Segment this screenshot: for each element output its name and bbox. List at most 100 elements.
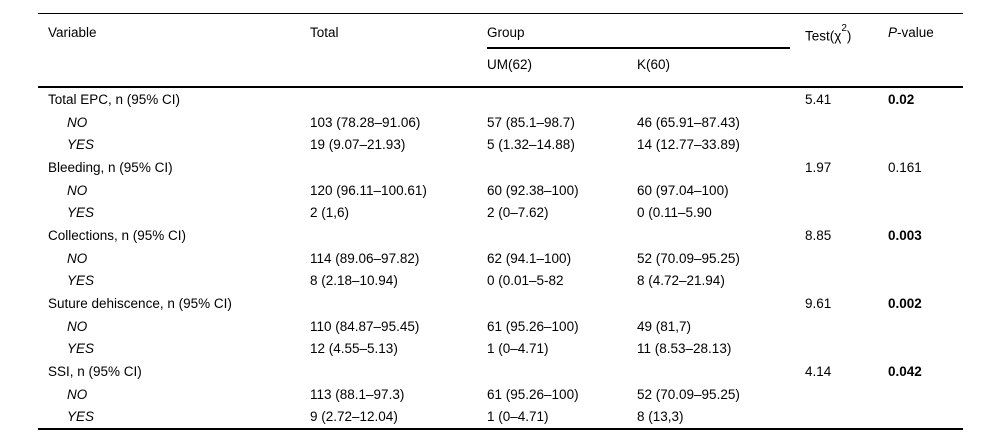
cell-variable: SSI, n (95% CI) (48, 364, 142, 380)
cell-variable: YES (67, 409, 95, 425)
col-header-total: Total (310, 13, 487, 88)
cell-um: 1 (0–4.71) (487, 341, 549, 357)
col-header-group: Group (487, 14, 805, 49)
cell-k: 8 (13,3) (637, 409, 684, 425)
cell-um: 60 (92.38–100) (487, 182, 579, 198)
cell-total (310, 87, 487, 111)
cell-test: 4.14 (805, 364, 832, 380)
cell-variable: NO (67, 250, 88, 266)
table-row: NO 103 (78.28–91.06) 57 (85.1–98.7) 46 (65.… (38, 111, 963, 134)
cell-test (805, 247, 888, 270)
cell-k: 46 (65.91–87.43) (637, 114, 740, 130)
cell-pvalue (888, 270, 963, 293)
cell-test (805, 406, 888, 430)
cell-um: 1 (0–4.71) (487, 409, 549, 425)
cell-um (487, 360, 637, 383)
cell-um (487, 224, 637, 247)
cell-k (637, 87, 805, 111)
cell-total: 8 (2.18–10.94) (310, 273, 398, 289)
cell-variable: Bleeding, n (95% CI) (48, 159, 173, 175)
cell-test (805, 201, 888, 224)
table-row: NO 113 (88.1–97.3) 61 (95.26–100) 52 (70.09… (38, 383, 963, 406)
cell-k (637, 292, 805, 315)
cell-um: 5 (1.32–14.88) (487, 137, 575, 153)
col-header-k: K(60) (637, 49, 805, 88)
cell-um: 0 (0.01–5-82 (487, 273, 564, 289)
pvalue-header-italic-p: P (888, 25, 898, 40)
cell-um: 61 (95.26–100) (487, 386, 579, 402)
cell-total: 2 (1,6) (310, 205, 350, 221)
table-row: Suture dehiscence, n (95% CI) 9.61 0.002 (38, 292, 963, 315)
cell-test (805, 315, 888, 338)
cell-total (310, 156, 487, 179)
table-row: YES 2 (1,6) 2 (0–7.62) 0 (0.11–5.90 (38, 201, 963, 224)
cell-variable: NO (67, 114, 88, 130)
test-header-superscript: 2 (841, 23, 847, 34)
cell-pvalue (888, 406, 963, 430)
cell-um (487, 292, 637, 315)
cell-k: 0 (0.11–5.90 (637, 205, 712, 221)
cell-test (805, 383, 888, 406)
cell-total (310, 360, 487, 383)
cell-test (805, 133, 888, 156)
col-header-test: Test(χ2) (805, 13, 888, 88)
cell-variable: Suture dehiscence, n (95% CI) (48, 296, 232, 312)
cell-test: 9.61 (805, 296, 832, 312)
cell-pvalue (888, 179, 963, 202)
cell-k (637, 224, 805, 247)
table-row: YES 9 (2.72–12.04) 1 (0–4.71) 8 (13,3) (38, 406, 963, 430)
col-header-variable: Variable (38, 13, 310, 88)
cell-pvalue: 0.161 (888, 159, 922, 175)
table-row: YES 8 (2.18–10.94) 0 (0.01–5-82 8 (4.72–21.… (38, 270, 963, 293)
cell-k: 60 (97.04–100) (637, 182, 729, 198)
cell-um (487, 156, 637, 179)
col-header-um: UM(62) (487, 49, 637, 88)
group-header-label: Group (487, 24, 790, 49)
cell-pvalue: 0.002 (888, 296, 922, 312)
cell-test: 5.41 (805, 91, 832, 107)
cell-total: 120 (96.11–100.61) (310, 182, 427, 198)
cell-total: 12 (4.55–5.13) (310, 341, 398, 357)
cell-total: 103 (78.28–91.06) (310, 114, 421, 130)
cell-test: 8.85 (805, 227, 832, 243)
cell-test (805, 338, 888, 361)
cell-pvalue (888, 383, 963, 406)
cell-k: 8 (4.72–21.94) (637, 273, 725, 289)
cell-variable: NO (67, 318, 88, 334)
cell-pvalue (888, 133, 963, 156)
cell-um: 62 (94.1–100) (487, 250, 572, 266)
cell-um: 57 (85.1–98.7) (487, 114, 575, 130)
cell-test: 1.97 (805, 159, 832, 175)
cell-um: 2 (0–7.62) (487, 205, 549, 221)
cell-total: 9 (2.72–12.04) (310, 409, 398, 425)
cell-um: 61 (95.26–100) (487, 318, 579, 334)
table-row: Total EPC, n (95% CI) 5.41 0.02 (38, 87, 963, 111)
test-header-prefix: Test(χ (805, 28, 842, 44)
cell-total: 114 (89.06–97.82) (310, 250, 420, 266)
cell-pvalue (888, 201, 963, 224)
cell-test (805, 111, 888, 134)
table-row: SSI, n (95% CI) 4.14 0.042 (38, 360, 963, 383)
cell-variable: Total EPC, n (95% CI) (48, 91, 181, 107)
cell-total (310, 292, 487, 315)
cell-k: 49 (81,7) (637, 318, 692, 334)
statistics-table: Variable Total Group Test(χ2) P-value UM… (38, 13, 963, 431)
cell-k: 14 (12.77–33.89) (637, 137, 740, 153)
table-row: Collections, n (95% CI) 8.85 0.003 (38, 224, 963, 247)
cell-pvalue: 0.003 (888, 227, 922, 243)
table-body: Total EPC, n (95% CI) 5.41 0.02 NO 103 (78.2… (38, 87, 963, 429)
cell-variable: YES (67, 205, 95, 221)
cell-pvalue: 0.02 (888, 91, 915, 107)
table-row: NO 110 (84.87–95.45) 61 (95.26–100) 49 (81,… (38, 315, 963, 338)
cell-k: 52 (70.09–95.25) (637, 250, 740, 266)
table-row: NO 120 (96.11–100.61) 60 (92.38–100) 60 (97… (38, 179, 963, 202)
cell-variable: YES (67, 341, 95, 357)
cell-variable: YES (67, 273, 95, 289)
cell-pvalue (888, 247, 963, 270)
cell-variable: Collections, n (95% CI) (48, 227, 187, 243)
test-header-close: ) (846, 28, 852, 44)
cell-test (805, 270, 888, 293)
cell-pvalue (888, 338, 963, 361)
cell-variable: NO (67, 182, 88, 198)
